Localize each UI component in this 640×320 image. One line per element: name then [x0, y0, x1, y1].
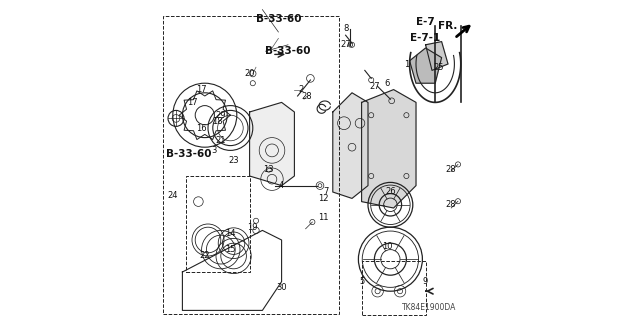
Bar — [362, 261, 426, 315]
Text: TK84E1900DA: TK84E1900DA — [402, 303, 456, 312]
Text: E-7: E-7 — [416, 17, 435, 28]
Bar — [163, 16, 339, 314]
Text: 24: 24 — [168, 191, 178, 200]
Text: 28: 28 — [446, 200, 456, 209]
Text: 17: 17 — [196, 85, 207, 94]
Text: E-7-1: E-7-1 — [410, 33, 441, 44]
Text: 28: 28 — [302, 92, 312, 100]
Text: 26: 26 — [385, 188, 396, 196]
Text: 6: 6 — [385, 79, 390, 88]
Text: 27: 27 — [369, 82, 380, 91]
Text: 17: 17 — [187, 98, 197, 107]
Polygon shape — [410, 48, 442, 83]
Text: 30: 30 — [276, 284, 287, 292]
Text: 11: 11 — [318, 213, 328, 222]
Text: 4: 4 — [279, 181, 284, 190]
Text: 12: 12 — [318, 194, 328, 203]
Text: 21: 21 — [216, 136, 226, 145]
Text: 7: 7 — [324, 188, 329, 196]
Text: 22: 22 — [200, 252, 210, 260]
Polygon shape — [426, 42, 448, 70]
Text: 25: 25 — [433, 63, 444, 72]
Text: FR.: FR. — [438, 20, 458, 31]
Text: 8: 8 — [343, 24, 348, 33]
Text: 28: 28 — [446, 165, 456, 174]
Text: B-33-60: B-33-60 — [255, 14, 301, 24]
Text: B-33-60: B-33-60 — [265, 46, 311, 56]
Text: 16: 16 — [196, 124, 207, 132]
Text: 13: 13 — [264, 165, 274, 174]
Text: 5: 5 — [359, 277, 364, 286]
Polygon shape — [362, 90, 416, 208]
Text: 2: 2 — [298, 85, 303, 94]
Text: 18: 18 — [212, 117, 223, 126]
Text: 15: 15 — [225, 245, 236, 254]
Text: 3: 3 — [212, 146, 217, 155]
Text: 27: 27 — [340, 40, 351, 49]
Polygon shape — [250, 102, 294, 186]
Text: 19: 19 — [248, 223, 258, 232]
Text: 1: 1 — [404, 60, 409, 68]
Text: 9: 9 — [423, 277, 428, 286]
Text: 23: 23 — [228, 156, 239, 164]
Text: 20: 20 — [244, 69, 255, 78]
Text: 10: 10 — [382, 242, 392, 251]
Text: B-33-60: B-33-60 — [166, 148, 212, 159]
Polygon shape — [333, 93, 368, 198]
Text: 14: 14 — [225, 229, 236, 238]
Bar — [186, 176, 250, 272]
Text: 29: 29 — [216, 111, 226, 120]
